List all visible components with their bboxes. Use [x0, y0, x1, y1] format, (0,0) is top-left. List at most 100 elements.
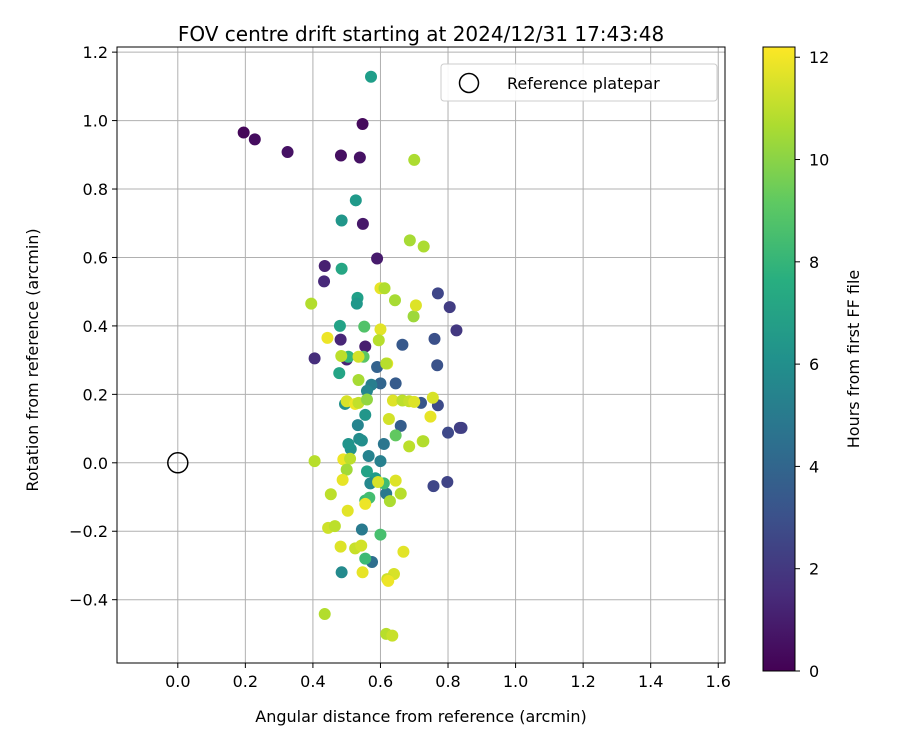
data-point — [359, 552, 372, 565]
data-point — [360, 465, 373, 478]
data-point — [318, 608, 331, 621]
x-tick-label: 0.8 — [435, 672, 460, 691]
y-tick-label: 0.6 — [83, 248, 108, 267]
data-point — [382, 574, 395, 587]
y-tick-label: 0.2 — [83, 385, 108, 404]
reference-marker-layer — [167, 452, 189, 474]
data-point — [427, 480, 440, 493]
data-point — [374, 528, 387, 541]
reference-platepar-marker — [167, 452, 189, 474]
x-tick-label: 1.0 — [503, 672, 528, 691]
data-point — [362, 449, 375, 462]
colorbar-tick-label: 0 — [809, 662, 819, 681]
colorbar-tick-label: 10 — [809, 151, 829, 170]
colorbar-tick-label: 6 — [809, 355, 819, 374]
data-point — [442, 426, 455, 439]
data-point — [428, 332, 441, 345]
data-point — [403, 234, 416, 247]
data-point — [382, 412, 395, 425]
data-point — [396, 338, 409, 351]
colorbar-tick-label: 12 — [809, 48, 829, 67]
data-point — [417, 435, 430, 448]
data-point — [356, 217, 369, 230]
colorbar-label: Hours from first FF file — [844, 270, 863, 449]
data-point — [386, 394, 399, 407]
data-point — [403, 440, 416, 453]
data-point — [374, 455, 387, 468]
legend-reference-marker — [458, 72, 480, 94]
data-point — [359, 340, 372, 353]
y-tick-label: 1.2 — [83, 43, 108, 62]
data-point — [356, 118, 369, 130]
grid — [117, 47, 725, 663]
data-point — [237, 126, 250, 139]
x-tick-label: 0.0 — [165, 672, 190, 691]
data-point — [389, 429, 402, 442]
data-point — [365, 70, 378, 83]
data-point — [408, 395, 421, 408]
data-point — [453, 421, 466, 434]
legend-entry-label: Reference platepar — [507, 74, 660, 93]
data-point — [356, 566, 369, 579]
x-tick-label: 1.2 — [570, 672, 595, 691]
colorbar-gradient — [762, 46, 796, 672]
data-point — [336, 473, 349, 486]
data-point — [388, 294, 401, 307]
data-point — [377, 437, 390, 450]
chart-title: FOV centre drift starting at 2024/12/31 … — [178, 22, 664, 46]
data-point — [389, 377, 402, 390]
colorbar: 0 2 4 6 8 10 12 Hours from first FF file — [762, 46, 863, 681]
x-tick-label: 0.6 — [368, 672, 393, 691]
y-tick-label: 1.0 — [83, 112, 108, 131]
data-point — [409, 299, 422, 312]
data-point — [359, 408, 372, 421]
data-point — [335, 566, 348, 579]
y-axis-ticks: −0.4 −0.2 0.0 0.2 0.4 0.6 0.8 1.0 1.2 — [69, 43, 117, 610]
data-point — [355, 523, 368, 536]
colorbar-ticks: 0 2 4 6 8 10 12 — [795, 48, 829, 681]
colorbar-tick-label: 4 — [809, 457, 819, 476]
y-axis-label: Rotation from reference (arcmin) — [23, 228, 42, 491]
data-point — [335, 214, 348, 227]
data-point — [333, 319, 346, 332]
data-point — [344, 452, 357, 465]
data-point — [335, 350, 348, 363]
plot-frame — [116, 46, 726, 664]
data-point — [386, 629, 399, 642]
data-point — [355, 539, 368, 552]
legend-box — [440, 63, 718, 102]
data-point — [334, 149, 347, 162]
data-point — [321, 331, 334, 344]
data-point — [340, 463, 353, 476]
data-point — [248, 133, 261, 146]
data-point — [371, 360, 384, 373]
data-point — [350, 297, 363, 310]
plot-area — [117, 47, 725, 663]
data-points — [237, 70, 468, 642]
data-point — [431, 287, 444, 300]
data-point — [424, 410, 437, 423]
y-tick-label: 0.4 — [83, 317, 108, 336]
data-point — [305, 297, 318, 310]
x-tick-label: 0.4 — [300, 672, 325, 691]
x-tick-label: 1.6 — [706, 672, 731, 691]
data-point — [378, 282, 391, 295]
data-point — [450, 324, 463, 337]
data-point — [328, 520, 341, 533]
data-point — [318, 275, 331, 288]
data-point — [324, 488, 337, 501]
data-point — [333, 367, 346, 380]
data-point — [334, 333, 347, 346]
data-point — [431, 359, 444, 372]
data-point — [371, 252, 384, 265]
data-point — [349, 194, 362, 207]
data-point — [408, 153, 421, 166]
data-point — [389, 474, 402, 487]
data-point — [443, 301, 456, 314]
y-tick-label: 0.8 — [83, 180, 108, 199]
data-point — [426, 391, 439, 404]
y-tick-label: 0.0 — [83, 454, 108, 473]
data-point — [397, 545, 410, 558]
data-point — [318, 260, 331, 273]
